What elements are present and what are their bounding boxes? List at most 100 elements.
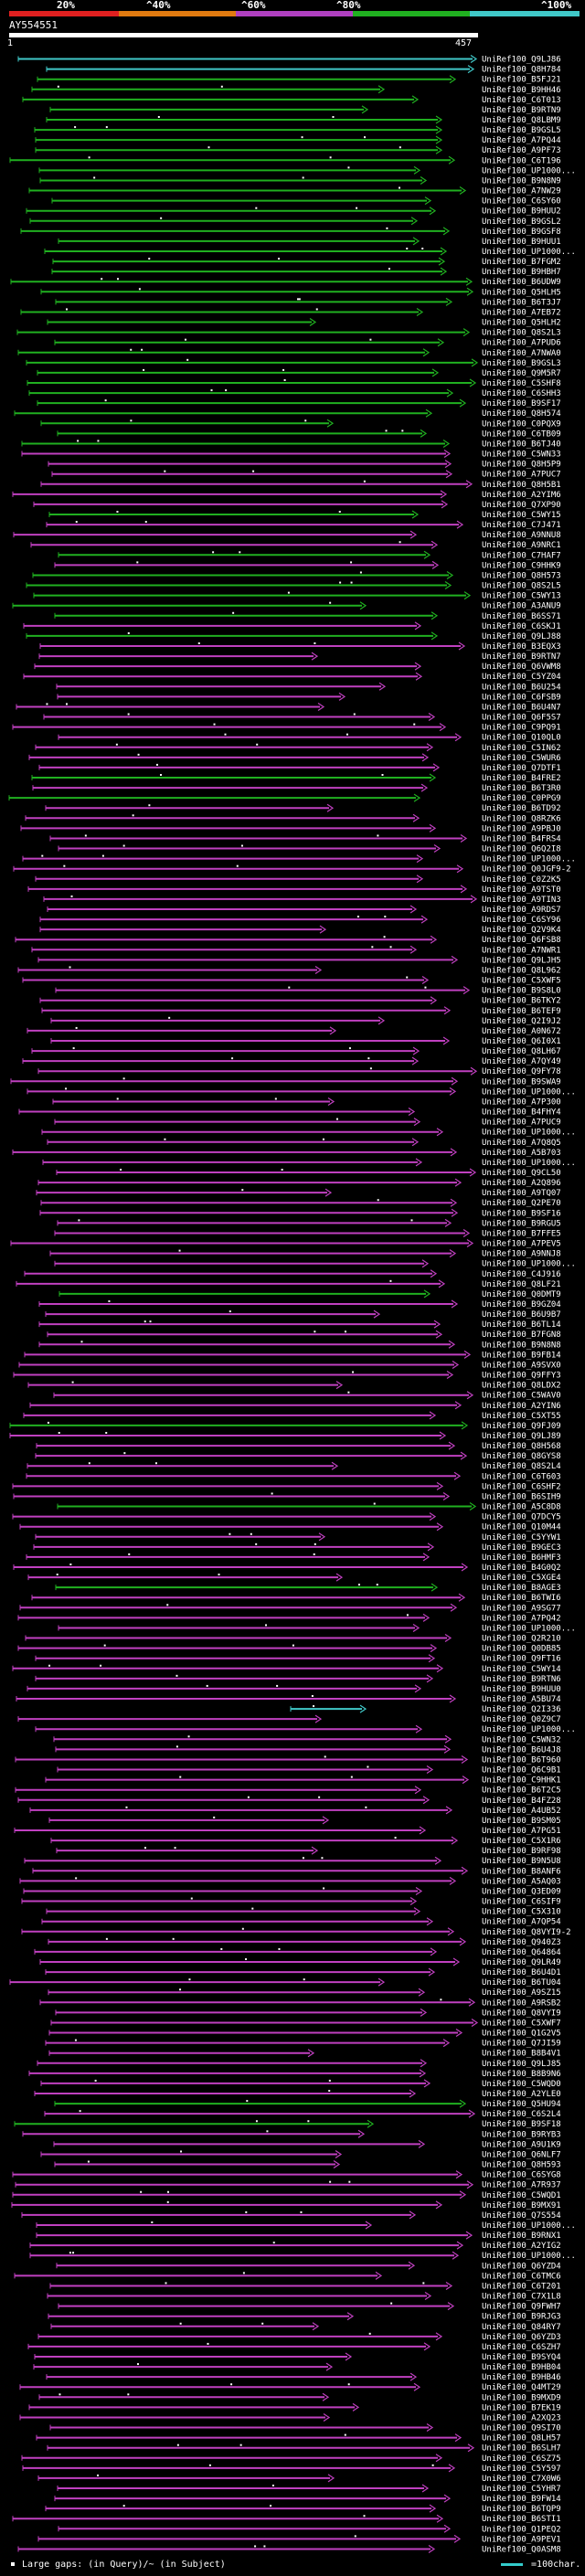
hit-label[interactable]: UniRef100_C6T201: [482, 2282, 561, 2291]
hit-label[interactable]: UniRef100_C9HHK1: [482, 1776, 561, 1786]
hit-label[interactable]: UniRef100_Q9LJ88: [482, 632, 561, 641]
hit-label[interactable]: UniRef100_C7J471: [482, 521, 561, 530]
hit-label[interactable]: UniRef100_B6U9B7: [482, 1310, 561, 1320]
hit-label[interactable]: UniRef100_B9RGU5: [482, 1219, 561, 1228]
hit-label[interactable]: UniRef100_Q7JI59: [482, 2040, 561, 2049]
hit-label[interactable]: UniRef100_Q8VYI9-2: [482, 1928, 571, 1937]
hit-label[interactable]: UniRef100_A9PEV1: [482, 2535, 561, 2544]
hit-label[interactable]: UniRef100_B6TL14: [482, 1320, 561, 1330]
hit-label[interactable]: UniRef100_A9RDS7: [482, 906, 561, 915]
hit-label[interactable]: UniRef100_Q9CL50: [482, 1169, 561, 1178]
hit-label[interactable]: UniRef100_B9GSL3: [482, 359, 561, 368]
hit-label[interactable]: UniRef100_C5XWF7: [482, 2019, 561, 2028]
hit-label[interactable]: UniRef100_A7PUC9: [482, 1118, 561, 1128]
hit-label[interactable]: UniRef100_C5WN32: [482, 1735, 561, 1744]
hit-label[interactable]: UniRef100_C5WUR6: [482, 754, 561, 763]
hit-label[interactable]: UniRef100_C7X1L8: [482, 2293, 561, 2302]
hit-label[interactable]: UniRef100_Q8VYI9: [482, 2009, 561, 2018]
hit-label[interactable]: UniRef100_A3ANU9: [482, 602, 561, 611]
hit-label[interactable]: UniRef100_Q5HLH5: [482, 288, 561, 297]
hit-label[interactable]: UniRef100_Q1PEQ2: [482, 2525, 561, 2534]
hit-label[interactable]: UniRef100_C5WY13: [482, 592, 561, 601]
hit-label[interactable]: UniRef100_Q7XP90: [482, 501, 561, 510]
hit-label[interactable]: UniRef100_B6HMF3: [482, 1553, 561, 1563]
hit-label[interactable]: UniRef100_C6T603: [482, 1472, 561, 1481]
hit-label[interactable]: UniRef100_B9RYB3: [482, 2130, 561, 2139]
hit-label[interactable]: UniRef100_C9PQ91: [482, 724, 561, 733]
hit-label[interactable]: UniRef100_B6SIH9: [482, 1492, 561, 1501]
hit-label[interactable]: UniRef100_B9FB14: [482, 1351, 561, 1360]
hit-label[interactable]: UniRef100_Q8S2L5: [482, 582, 561, 591]
hit-label[interactable]: UniRef100_C5SHF8: [482, 379, 561, 388]
hit-label[interactable]: UniRef100_Q6F5S7: [482, 714, 561, 723]
hit-label[interactable]: UniRef100_B9HB04: [482, 2363, 561, 2372]
hit-label[interactable]: UniRef100_UP1000...: [482, 855, 576, 864]
hit-label[interactable]: UniRef100_A9TIN3: [482, 896, 561, 905]
hit-label[interactable]: UniRef100_Q6YZD3: [482, 2333, 561, 2342]
hit-label[interactable]: UniRef100_B6TEF9: [482, 1007, 561, 1016]
hit-label[interactable]: UniRef100_Q9LJ85: [482, 2060, 561, 2069]
hit-label[interactable]: UniRef100_Q10QL0: [482, 734, 561, 743]
hit-label[interactable]: UniRef100_Q8LDX2: [482, 1382, 561, 1391]
hit-label[interactable]: UniRef100_Q8S2L4: [482, 1462, 561, 1471]
hit-label[interactable]: UniRef100_C5WY14: [482, 1665, 561, 1674]
hit-label[interactable]: UniRef100_C0PQX9: [482, 419, 561, 429]
hit-label[interactable]: UniRef100_B9HH46: [482, 86, 561, 95]
hit-label[interactable]: UniRef100_C6SZH7: [482, 2343, 561, 2352]
hit-label[interactable]: UniRef100_C6SHF2: [482, 1482, 561, 1491]
hit-label[interactable]: UniRef100_Q6VWM8: [482, 663, 561, 672]
hit-label[interactable]: UniRef100_C5WAV0: [482, 1392, 561, 1401]
hit-label[interactable]: UniRef100_B9RTN9: [482, 106, 561, 115]
hit-label[interactable]: UniRef100_B6T960: [482, 1755, 561, 1765]
hit-label[interactable]: UniRef100_B9SWA9: [482, 1077, 561, 1087]
hit-label[interactable]: UniRef100_A0N672: [482, 1027, 561, 1036]
hit-label[interactable]: UniRef100_Q0ASM8: [482, 2545, 561, 2554]
hit-label[interactable]: UniRef100_C6SIF9: [482, 1898, 561, 1907]
hit-label[interactable]: UniRef100_B6TQP9: [482, 2505, 561, 2514]
hit-label[interactable]: UniRef100_B6TD92: [482, 804, 561, 813]
hit-label[interactable]: UniRef100_Q9LJH5: [482, 956, 561, 965]
hit-label[interactable]: UniRef100_B6T3R0: [482, 784, 561, 793]
hit-label[interactable]: UniRef100_UP1000...: [482, 1087, 576, 1097]
hit-label[interactable]: UniRef100_C6FSB9: [482, 693, 561, 702]
hit-label[interactable]: UniRef100_Q1G2V5: [482, 2030, 561, 2039]
hit-label[interactable]: UniRef100_B7FFE5: [482, 1229, 561, 1238]
hit-label[interactable]: UniRef100_A5C8D8: [482, 1503, 561, 1512]
hit-label[interactable]: UniRef100_B4FHY4: [482, 1108, 561, 1118]
hit-label[interactable]: UniRef100_C6SY60: [482, 197, 561, 207]
hit-label[interactable]: UniRef100_B9FW14: [482, 2495, 561, 2504]
hit-label[interactable]: UniRef100_Q8H784: [482, 66, 561, 75]
hit-label[interactable]: UniRef100_A9TQ07: [482, 1189, 561, 1198]
hit-label[interactable]: UniRef100_B6SS71: [482, 612, 561, 621]
hit-label[interactable]: UniRef100_A7PG51: [482, 1827, 561, 1836]
hit-label[interactable]: UniRef100_Q3ED09: [482, 1887, 561, 1896]
hit-label[interactable]: UniRef100_Q6YZD4: [482, 2262, 561, 2271]
hit-label[interactable]: UniRef100_B9RJG3: [482, 2313, 561, 2322]
hit-label[interactable]: UniRef100_B7FGN8: [482, 1330, 561, 1340]
hit-label[interactable]: UniRef100_A7QY49: [482, 1057, 561, 1066]
hit-label[interactable]: UniRef100_Q7S554: [482, 2211, 561, 2221]
hit-label[interactable]: UniRef100_A7PUC7: [482, 471, 561, 480]
hit-label[interactable]: UniRef100_Q8H593: [482, 2161, 561, 2170]
hit-label[interactable]: UniRef100_Q84RY7: [482, 2323, 561, 2332]
hit-label[interactable]: UniRef100_Q9FT16: [482, 1655, 561, 1664]
hit-label[interactable]: UniRef100_Q2I9J2: [482, 1017, 561, 1026]
hit-label[interactable]: UniRef100_A9SVX0: [482, 1361, 561, 1370]
hit-label[interactable]: UniRef100_B7FGM2: [482, 258, 561, 267]
hit-label[interactable]: UniRef100_A9U1K9: [482, 2140, 561, 2149]
hit-label[interactable]: UniRef100_A5BU74: [482, 1695, 561, 1704]
hit-label[interactable]: UniRef100_B6TJ40: [482, 440, 561, 449]
hit-label[interactable]: UniRef100_C5WN33: [482, 451, 561, 460]
hit-label[interactable]: UniRef100_B9SYQ4: [482, 2353, 561, 2362]
hit-label[interactable]: UniRef100_C5X1R6: [482, 1837, 561, 1846]
hit-label[interactable]: UniRef100_A9SG77: [482, 1604, 561, 1613]
hit-label[interactable]: UniRef100_B6U4D1: [482, 1968, 561, 1977]
hit-label[interactable]: UniRef100_Q940Z3: [482, 1938, 561, 1947]
hit-label[interactable]: UniRef100_A9SZ15: [482, 1988, 561, 1998]
hit-label[interactable]: UniRef100_UP1000...: [482, 248, 576, 257]
hit-label[interactable]: UniRef100_B9RNX1: [482, 2231, 561, 2241]
hit-label[interactable]: UniRef100_UP1000...: [482, 2221, 576, 2231]
hit-label[interactable]: UniRef100_Q9LJ89: [482, 1432, 561, 1441]
hit-label[interactable]: UniRef100_C7X0W6: [482, 2475, 561, 2484]
hit-label[interactable]: UniRef100_A7NWA0: [482, 349, 561, 358]
